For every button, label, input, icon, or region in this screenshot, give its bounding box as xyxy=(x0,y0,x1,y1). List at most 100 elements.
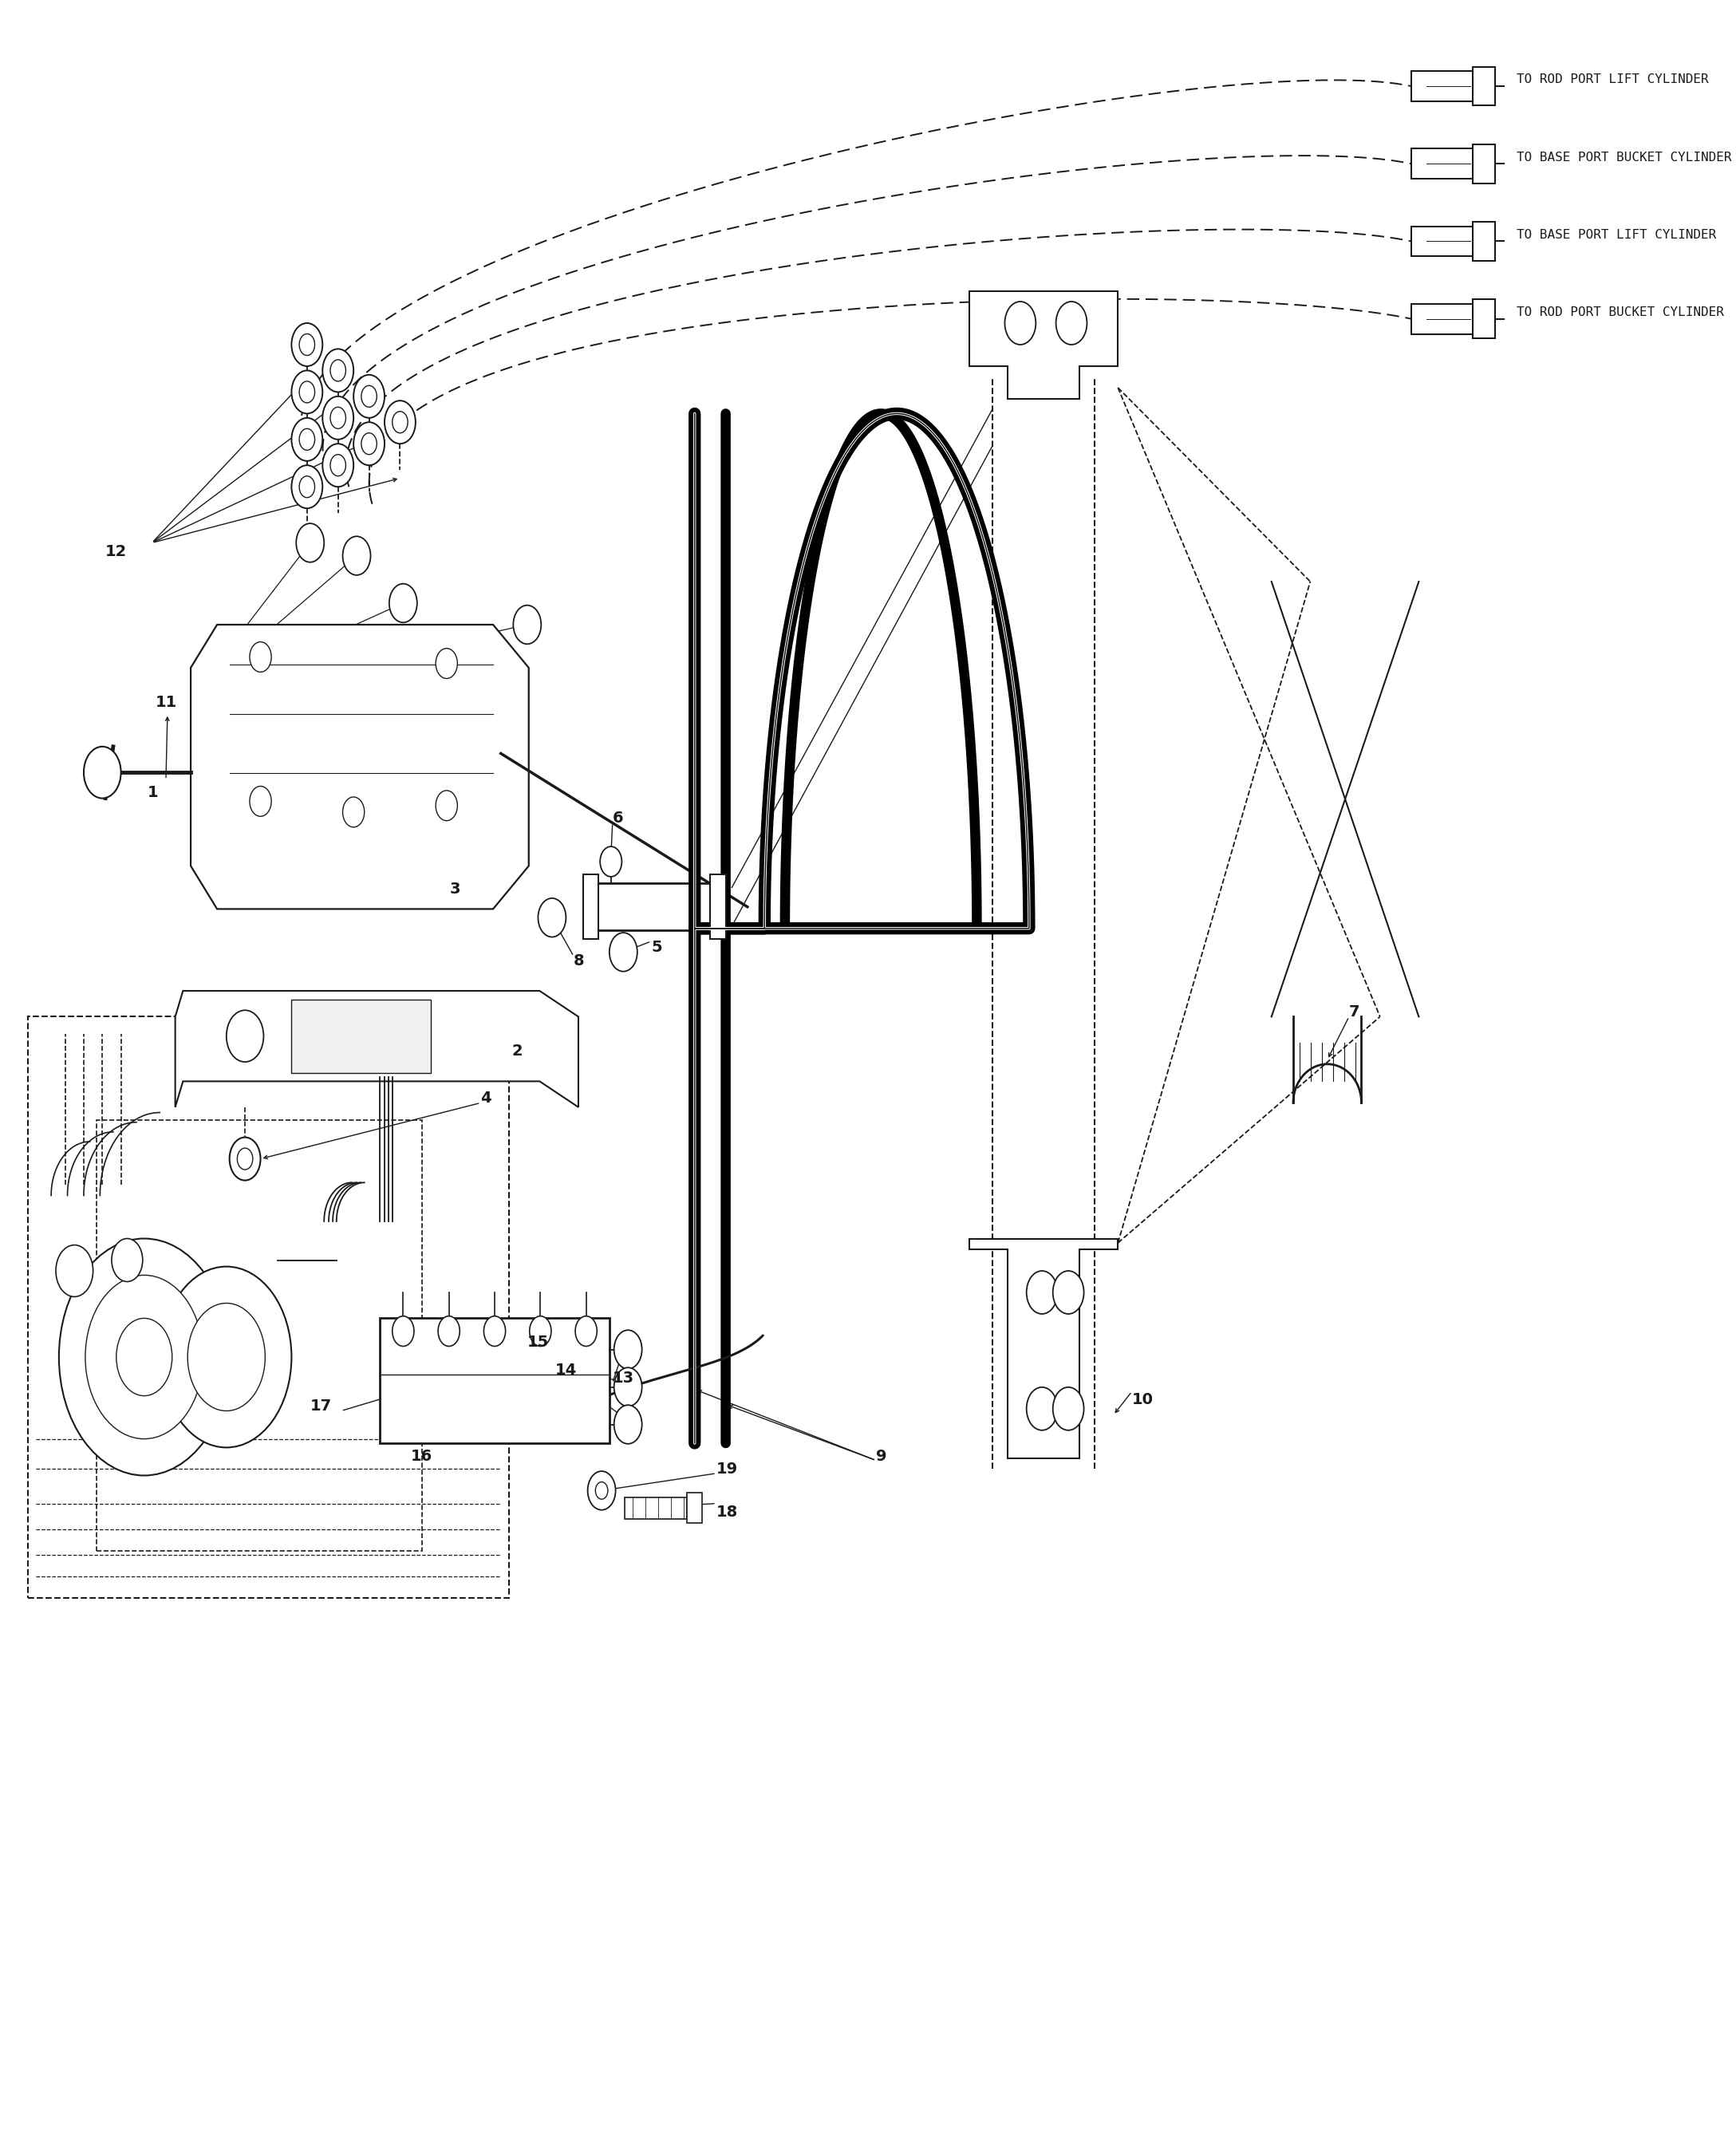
Circle shape xyxy=(323,444,354,487)
Circle shape xyxy=(389,584,417,623)
Circle shape xyxy=(601,847,621,877)
Bar xyxy=(583,875,599,939)
Circle shape xyxy=(354,375,385,418)
Circle shape xyxy=(330,407,345,429)
Circle shape xyxy=(538,898,566,937)
Text: 13: 13 xyxy=(613,1370,634,1385)
Circle shape xyxy=(111,1239,142,1282)
Circle shape xyxy=(615,1368,642,1407)
Circle shape xyxy=(1026,1387,1057,1430)
Circle shape xyxy=(299,334,314,355)
Circle shape xyxy=(229,1137,260,1180)
Text: TO BASE PORT BUCKET CYLINDER: TO BASE PORT BUCKET CYLINDER xyxy=(1517,151,1731,164)
Circle shape xyxy=(292,370,323,414)
Bar xyxy=(625,1497,687,1519)
Bar xyxy=(1411,226,1476,256)
Circle shape xyxy=(1055,302,1087,345)
Circle shape xyxy=(1026,1271,1057,1314)
Text: 18: 18 xyxy=(717,1503,738,1519)
Circle shape xyxy=(250,786,271,816)
Circle shape xyxy=(250,642,271,672)
Text: 8: 8 xyxy=(573,952,585,967)
Text: TO ROD PORT LIFT CYLINDER: TO ROD PORT LIFT CYLINDER xyxy=(1517,73,1708,86)
Circle shape xyxy=(595,1482,608,1499)
Bar xyxy=(380,1318,609,1443)
Circle shape xyxy=(299,429,314,450)
Text: 14: 14 xyxy=(556,1361,576,1376)
Circle shape xyxy=(514,605,542,644)
Text: 11: 11 xyxy=(155,694,177,709)
Circle shape xyxy=(297,523,325,562)
Text: 3: 3 xyxy=(450,881,460,896)
Text: 19: 19 xyxy=(717,1460,738,1475)
Circle shape xyxy=(392,411,408,433)
Text: 9: 9 xyxy=(877,1447,887,1463)
Bar xyxy=(1474,67,1495,106)
Polygon shape xyxy=(191,625,529,909)
Bar xyxy=(1411,149,1476,179)
Circle shape xyxy=(385,401,415,444)
Circle shape xyxy=(437,1316,460,1346)
Circle shape xyxy=(436,791,457,821)
Circle shape xyxy=(609,933,637,971)
Circle shape xyxy=(392,1316,413,1346)
Circle shape xyxy=(1052,1271,1083,1314)
Circle shape xyxy=(529,1316,552,1346)
Polygon shape xyxy=(175,991,578,1107)
Text: 12: 12 xyxy=(106,543,127,558)
Bar xyxy=(28,1017,509,1598)
Text: 2: 2 xyxy=(512,1043,523,1058)
Text: 1: 1 xyxy=(148,784,158,799)
Circle shape xyxy=(56,1245,94,1297)
Text: 16: 16 xyxy=(411,1447,432,1463)
Circle shape xyxy=(589,1471,616,1510)
Circle shape xyxy=(615,1404,642,1443)
Text: 4: 4 xyxy=(481,1090,491,1105)
Circle shape xyxy=(330,360,345,381)
Circle shape xyxy=(484,1316,505,1346)
Circle shape xyxy=(575,1316,597,1346)
Bar xyxy=(592,883,717,931)
Bar xyxy=(1474,299,1495,338)
Polygon shape xyxy=(969,1239,1118,1458)
Circle shape xyxy=(615,1329,642,1370)
Text: TO BASE PORT LIFT CYLINDER: TO BASE PORT LIFT CYLINDER xyxy=(1517,228,1717,241)
Circle shape xyxy=(330,454,345,476)
Circle shape xyxy=(59,1239,229,1475)
Circle shape xyxy=(292,323,323,366)
Text: 5: 5 xyxy=(651,939,661,954)
Text: 6: 6 xyxy=(613,810,623,825)
Circle shape xyxy=(354,422,385,465)
Circle shape xyxy=(361,433,377,454)
Circle shape xyxy=(116,1318,172,1396)
Circle shape xyxy=(299,381,314,403)
Circle shape xyxy=(85,1275,203,1439)
Bar xyxy=(1474,222,1495,261)
Circle shape xyxy=(323,396,354,439)
Circle shape xyxy=(1052,1387,1083,1430)
Circle shape xyxy=(238,1148,253,1170)
Circle shape xyxy=(161,1267,292,1447)
Bar xyxy=(1411,304,1476,334)
Bar xyxy=(687,1493,703,1523)
Text: TO ROD PORT BUCKET CYLINDER: TO ROD PORT BUCKET CYLINDER xyxy=(1517,306,1724,319)
Circle shape xyxy=(361,386,377,407)
Circle shape xyxy=(299,476,314,498)
Text: 10: 10 xyxy=(1132,1391,1153,1407)
Circle shape xyxy=(83,747,122,799)
Circle shape xyxy=(342,797,365,827)
Bar xyxy=(1411,71,1476,101)
Text: 17: 17 xyxy=(311,1398,332,1413)
Text: 15: 15 xyxy=(528,1333,549,1348)
Bar xyxy=(710,875,726,939)
Circle shape xyxy=(436,648,457,679)
Circle shape xyxy=(323,349,354,392)
Bar xyxy=(1474,144,1495,183)
Circle shape xyxy=(292,418,323,461)
Circle shape xyxy=(292,465,323,508)
Circle shape xyxy=(226,1010,264,1062)
Circle shape xyxy=(342,536,370,575)
Text: 7: 7 xyxy=(1349,1004,1359,1019)
Bar xyxy=(95,1120,422,1551)
Bar xyxy=(292,999,431,1073)
